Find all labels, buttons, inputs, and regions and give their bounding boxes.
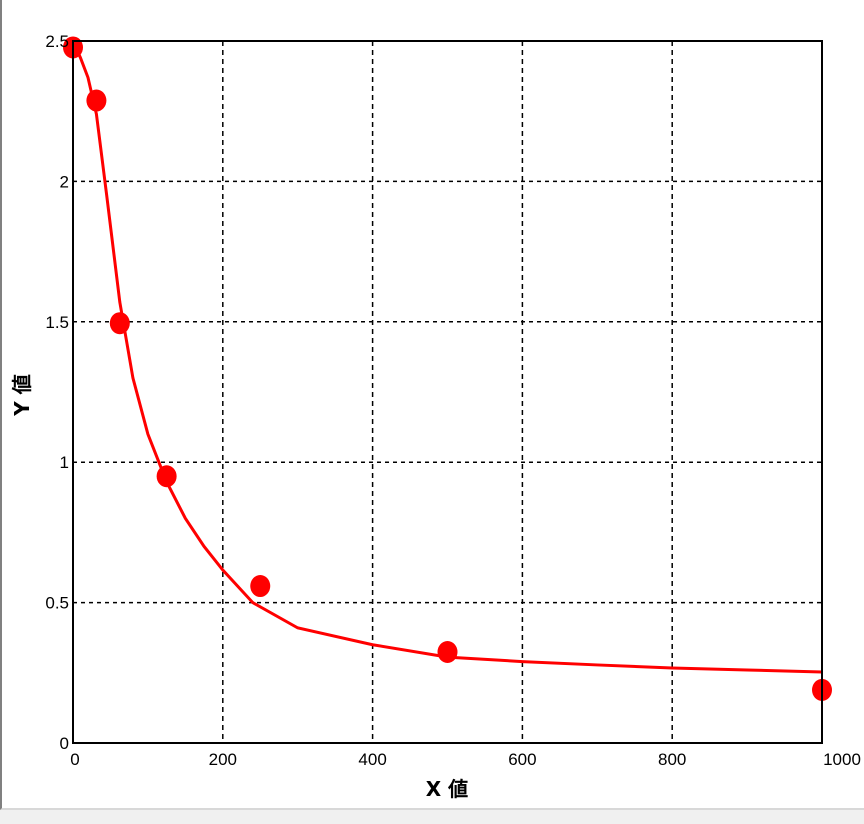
x-tick-label: 400 xyxy=(358,750,386,769)
fit-curve-group xyxy=(71,40,823,674)
x-tick-label: 600 xyxy=(508,750,536,769)
y-tick-label: 0.5 xyxy=(45,594,69,613)
y-tick-label: 0 xyxy=(60,734,69,753)
data-point xyxy=(250,575,271,598)
data-point xyxy=(437,641,458,664)
data-point xyxy=(86,89,107,112)
y-axis-label: Y 値 xyxy=(10,374,34,416)
x-tick-label: 200 xyxy=(209,750,237,769)
points-group xyxy=(63,36,832,701)
x-tick-label: 800 xyxy=(658,750,686,769)
y-tick-label: 2 xyxy=(60,172,69,191)
data-point xyxy=(109,312,130,335)
x-axis-label: X 値 xyxy=(426,777,468,801)
x-tick-label: 1000 xyxy=(823,750,861,769)
fit-curve xyxy=(71,40,823,674)
plot-frame xyxy=(72,40,823,744)
y-tick-label: 2.5 xyxy=(45,32,69,51)
y-tick-label: 1.5 xyxy=(45,313,69,332)
y-tick-label: 1 xyxy=(60,453,69,472)
x-tick-label: 0 xyxy=(70,750,79,769)
grid xyxy=(73,41,822,743)
data-point xyxy=(156,465,177,488)
